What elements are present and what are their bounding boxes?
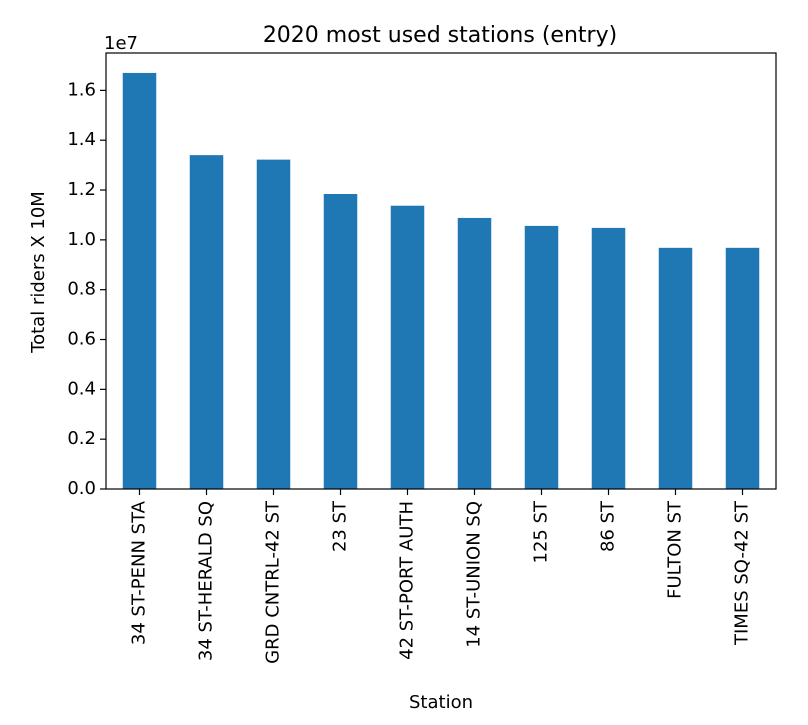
- y-tick-label: 0.6: [67, 329, 96, 350]
- y-tick-label: 1.4: [67, 129, 96, 150]
- y-axis-label: Total riders X 10M: [28, 191, 49, 354]
- y-axis: 0.0 0.2 0.4 0.6 0.8 1.0 1.2 1.4 1.6: [67, 79, 106, 499]
- bar: [390, 205, 425, 489]
- y-tick-label: 1.2: [67, 179, 96, 200]
- bar: [122, 72, 157, 489]
- x-tick-label: 34 ST-PENN STA: [129, 500, 150, 645]
- x-axis-label: Station: [409, 692, 473, 713]
- x-tick-label: 42 ST-PORT AUTH: [397, 501, 418, 660]
- bar: [189, 155, 224, 490]
- x-tick-label: GRD CNTRL-42 ST: [263, 500, 284, 664]
- y-tick-label: 0.4: [67, 378, 96, 399]
- bar: [256, 159, 291, 489]
- y-tick-label: 1.6: [67, 79, 96, 100]
- x-tick-label: 14 ST-UNION SQ: [464, 501, 485, 648]
- plot-frame: [105, 52, 777, 490]
- y-tick-label: 0.0: [67, 478, 96, 499]
- bar: [658, 247, 693, 489]
- bar: [524, 225, 559, 489]
- x-tick-label: FULTON ST: [665, 500, 686, 599]
- y-tick-label: 0.2: [67, 428, 96, 449]
- bar: [457, 217, 492, 490]
- chart-title: 2020 most used stations (entry): [263, 23, 617, 48]
- y-tick-label: 1.0: [67, 229, 96, 250]
- x-tick-label: 86 ST: [598, 500, 619, 552]
- x-axis: 34 ST-PENN STA 34 ST-HERALD SQ GRD CNTRL-4…: [129, 489, 753, 664]
- y-tick-label: 0.8: [67, 279, 96, 300]
- x-tick-label: TIMES SQ-42 ST: [732, 500, 753, 646]
- bar: [323, 194, 358, 489]
- bars-group: [122, 72, 760, 490]
- bar: [591, 227, 626, 489]
- bar: [725, 247, 760, 489]
- x-tick-label: 125 ST: [531, 500, 552, 564]
- y-axis-scale-label: 1e7: [104, 33, 138, 54]
- x-tick-label: 34 ST-HERALD SQ: [196, 501, 217, 661]
- x-tick-label: 23 ST: [330, 500, 351, 552]
